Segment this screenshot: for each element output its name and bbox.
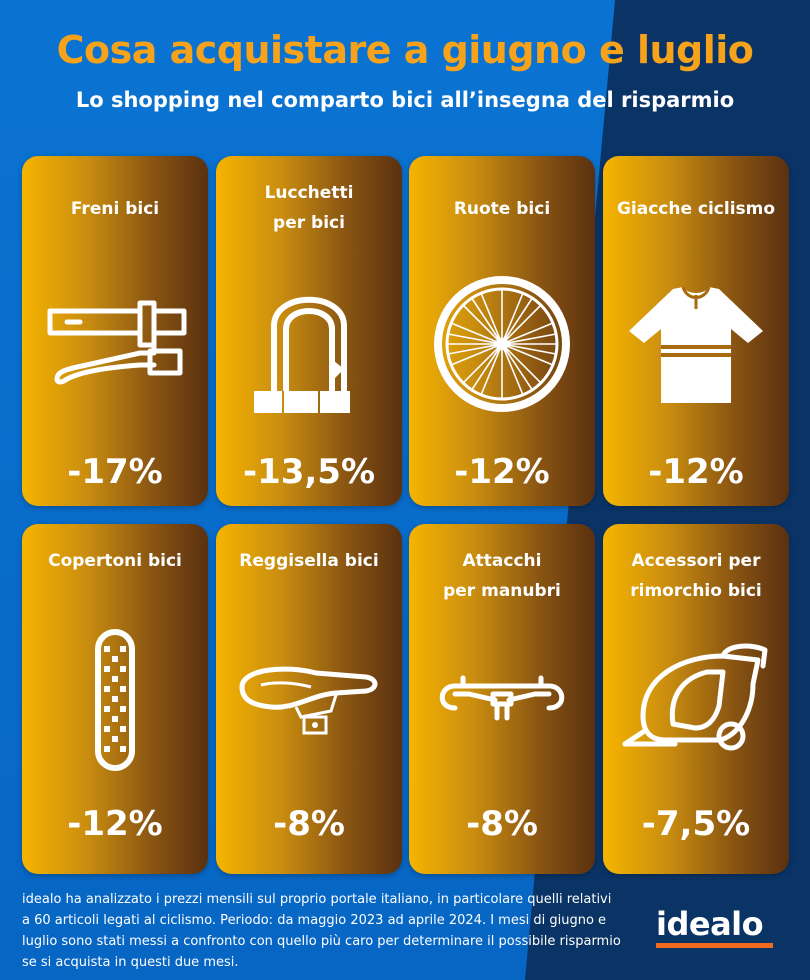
card-label: Ruote bici: [453, 199, 551, 219]
card-value: -8%: [466, 804, 538, 844]
page-subtitle: Lo shopping nel comparto bici all’insegn…: [75, 88, 735, 112]
logo-underline: [656, 943, 773, 948]
card-giacche-ciclismo: Giacche ciclismo -12%: [603, 156, 789, 506]
card-accessori-rimorchio: Accessori per rimorchio bici -7,5%: [603, 524, 789, 874]
card-label: Reggisella bici: [239, 551, 379, 571]
card-value: -8%: [273, 804, 345, 844]
idealo-logo: idealo: [656, 905, 764, 943]
card-label: Accessori per rimorchio bici: [630, 551, 762, 601]
card-label: Giacche ciclismo: [616, 199, 776, 219]
card-lucchetti-bici: Lucchetti per bici -13,5%: [216, 156, 402, 506]
card-copertoni-bici: Copertoni bici -12%: [22, 524, 208, 874]
tire-icon: [22, 624, 208, 778]
saddle-icon: [216, 649, 402, 753]
cycling-jersey-icon: [603, 281, 789, 415]
card-label: Lucchetti per bici: [264, 183, 354, 233]
wheel-icon: [409, 274, 595, 418]
footer-note: idealo ha analizzato i prezzi mensili su…: [22, 892, 621, 970]
card-value: -17%: [67, 452, 163, 492]
brake-lever-icon: [22, 291, 208, 405]
card-value: -12%: [454, 452, 550, 492]
bike-trailer-icon: [603, 636, 789, 760]
card-label: Copertoni bici: [48, 551, 182, 571]
card-value: -12%: [67, 804, 163, 844]
card-reggisella-bici: Reggisella bici -8%: [216, 524, 402, 874]
card-label: Freni bici: [70, 199, 160, 219]
card-attacchi-manubri: Attacchi per manubri -8%: [409, 524, 595, 874]
card-freni-bici: Freni bici -17%: [22, 156, 208, 506]
page-title: Cosa acquistare a giugno e luglio: [56, 28, 754, 72]
handlebar-icon: [409, 664, 595, 738]
card-ruote-bici: Ruote bici: [409, 156, 595, 506]
card-value: -13,5%: [242, 452, 376, 492]
card-value: -12%: [648, 452, 744, 492]
card-label: Attacchi per manubri: [443, 551, 561, 601]
card-value: -7,5%: [641, 804, 751, 844]
u-lock-icon: [216, 271, 402, 425]
